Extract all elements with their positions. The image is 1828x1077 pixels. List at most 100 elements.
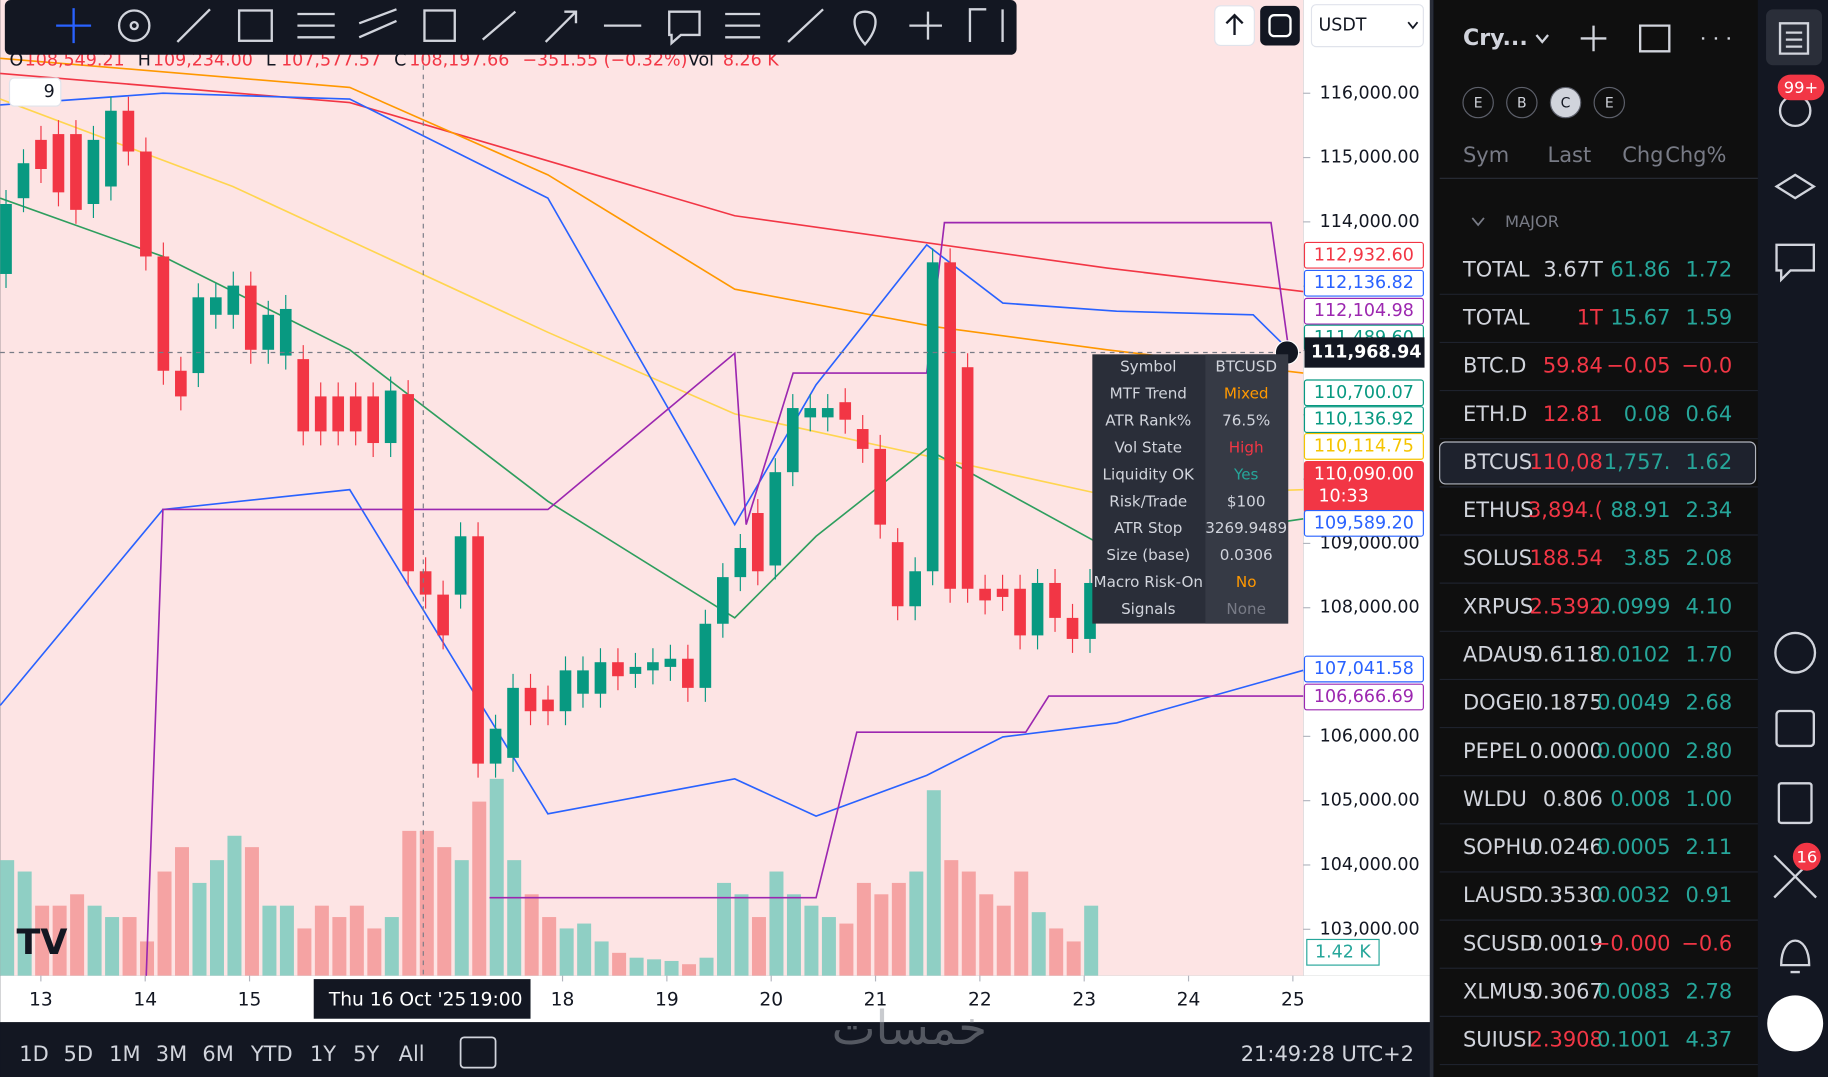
symbol[interactable]: TOTAL — [1462, 257, 1530, 281]
note-tool[interactable] — [668, 10, 701, 46]
candle-body — [1014, 588, 1026, 636]
pattern-tool[interactable] — [725, 12, 761, 39]
y-tick-label: 108,000.00 — [1320, 598, 1420, 618]
candle-body — [629, 666, 642, 674]
table-value: BTCUSD — [1215, 358, 1277, 376]
volume-bar — [769, 871, 784, 976]
indicator-badge[interactable] — [8, 77, 62, 107]
currency-select[interactable] — [1310, 4, 1424, 48]
volume-bar — [944, 860, 959, 976]
drawing-toolbar[interactable] — [4, 0, 1017, 55]
range-button[interactable]: 6M — [202, 1042, 233, 1066]
rect-tool[interactable] — [423, 9, 456, 42]
column-header[interactable]: Sym — [1463, 143, 1509, 167]
extra-tool[interactable] — [968, 8, 1004, 42]
symbol[interactable]: WLDU — [1463, 787, 1527, 811]
indicator-line — [0, 92, 1290, 527]
candle-body — [559, 670, 572, 712]
toolbar-icons — [56, 8, 1004, 47]
volume-bar — [402, 830, 417, 976]
symbol[interactable]: XRPUS — [1463, 594, 1533, 618]
candle-body — [944, 262, 956, 589]
range-button[interactable]: 1D — [19, 1042, 48, 1066]
symbol[interactable]: SOLUS — [1463, 546, 1532, 570]
candle-body — [262, 314, 275, 350]
sync-button[interactable] — [1260, 5, 1300, 46]
arrow-tool[interactable] — [544, 10, 578, 43]
volume-bar — [996, 905, 1011, 976]
position-tool[interactable] — [909, 11, 942, 40]
candle-body — [926, 262, 939, 572]
table-value: None — [1226, 600, 1266, 618]
symbol[interactable]: XLMUS — [1463, 979, 1536, 1003]
symbol[interactable]: BTC.D — [1463, 354, 1526, 378]
symbol[interactable]: SCUSD — [1463, 931, 1536, 955]
candle-body — [909, 571, 921, 607]
volume-bar — [314, 905, 329, 976]
target-icon[interactable] — [1774, 631, 1817, 674]
range-button[interactable]: 5Y — [353, 1042, 379, 1066]
change: −0.05 — [1606, 354, 1670, 378]
tab[interactable] — [1462, 86, 1494, 119]
volume-tag — [1306, 938, 1380, 966]
symbol[interactable]: SOPHU — [1463, 835, 1537, 859]
candle-body — [1031, 582, 1044, 636]
symbol[interactable]: LAUSD — [1463, 883, 1534, 907]
change: 0.08 — [1624, 402, 1671, 426]
symbol[interactable]: ADAUS — [1463, 643, 1536, 667]
fib-tool[interactable] — [237, 9, 273, 42]
crosshair-price: 111,968.94 — [1311, 342, 1422, 362]
layers-icon[interactable] — [1774, 173, 1817, 200]
candle-body — [209, 297, 222, 315]
pin-tool[interactable] — [853, 10, 877, 47]
table-value: High — [1229, 438, 1264, 456]
range-button[interactable]: 3M — [156, 1042, 187, 1066]
y-tick-label: 109,000.00 — [1320, 533, 1420, 553]
volume-bar — [891, 882, 906, 976]
column-header[interactable]: Chg — [1622, 143, 1663, 167]
symbol[interactable]: SUIUSI — [1463, 1028, 1533, 1052]
tab[interactable] — [1593, 86, 1626, 119]
range-button[interactable]: 1M — [109, 1042, 140, 1066]
candle-body — [52, 134, 65, 193]
path-tool[interactable] — [481, 10, 517, 41]
report-icon[interactable] — [1777, 782, 1813, 825]
measure-tool[interactable] — [787, 8, 824, 43]
range-button[interactable]: All — [399, 1042, 425, 1066]
symbol[interactable]: BTCUS — [1463, 450, 1532, 474]
trend-tool[interactable] — [176, 8, 211, 43]
last: 0.806 — [1543, 787, 1603, 811]
volume-bar — [297, 928, 312, 976]
bell-icon[interactable] — [1780, 939, 1811, 974]
candle-body — [821, 408, 834, 418]
table-value: 0.0306 — [1220, 546, 1273, 564]
date-range-button[interactable] — [459, 1036, 497, 1069]
watchlist-button[interactable] — [1766, 9, 1822, 66]
candle-body — [419, 571, 432, 595]
chat-icon[interactable] — [1775, 243, 1815, 283]
range-button[interactable]: YTD — [250, 1042, 293, 1066]
candle-body — [874, 448, 887, 525]
column-header[interactable]: Chg% — [1665, 143, 1726, 167]
tab[interactable] — [1549, 86, 1582, 119]
apps-button[interactable] — [1767, 995, 1824, 1052]
calendar-icon[interactable] — [1775, 709, 1815, 748]
range-button[interactable]: 1Y — [310, 1042, 336, 1066]
symbol[interactable]: TOTAL — [1462, 306, 1530, 330]
range-button[interactable]: 5D — [64, 1042, 94, 1066]
x-tick-label: 19 — [655, 990, 679, 1011]
last: 3,894.( — [1528, 498, 1603, 522]
cursor-tool[interactable] — [117, 9, 151, 42]
notif-badge-text: 99+ — [1784, 78, 1818, 97]
watchlist-title[interactable]: Cry... — [1463, 25, 1528, 51]
y-tick-label: 104,000.00 — [1320, 855, 1420, 875]
column-header[interactable]: Last — [1548, 143, 1592, 167]
tab[interactable] — [1506, 86, 1538, 119]
channel-tool[interactable] — [358, 8, 397, 39]
change-pct: 2.68 — [1686, 691, 1733, 715]
symbol[interactable]: ETH.D — [1463, 402, 1527, 426]
symbol[interactable]: PEPEL — [1463, 739, 1527, 763]
symbol[interactable]: DOGEI — [1463, 691, 1531, 715]
symbol[interactable]: ETHUS — [1463, 498, 1533, 522]
